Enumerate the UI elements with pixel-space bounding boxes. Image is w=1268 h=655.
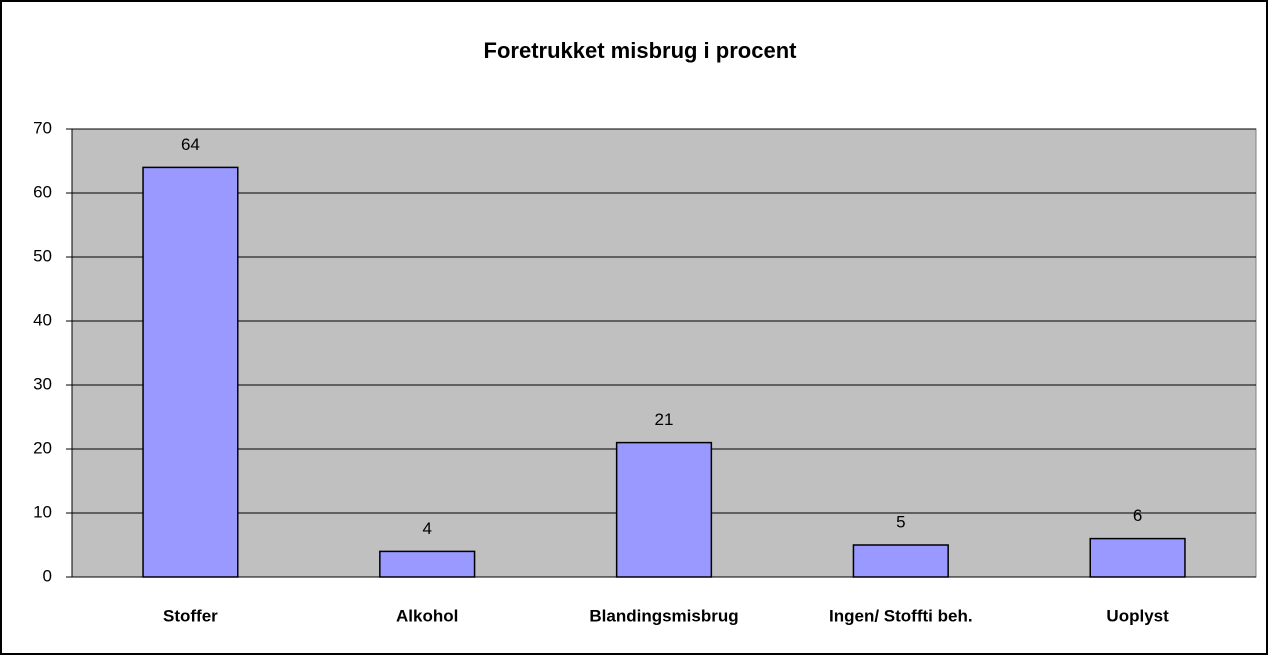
y-tick-label: 60 <box>33 182 52 201</box>
bar <box>379 550 476 578</box>
y-tick-label: 20 <box>33 438 52 457</box>
y-tick-label: 0 <box>43 566 52 585</box>
data-label: 21 <box>655 410 674 429</box>
bar <box>852 544 949 578</box>
y-tick-label: 40 <box>33 310 52 329</box>
y-tick-label: 30 <box>33 374 52 393</box>
y-tick-label: 50 <box>33 246 52 265</box>
data-label: 64 <box>181 135 200 154</box>
y-tick-label: 70 <box>33 118 52 137</box>
bar <box>142 166 239 578</box>
bar <box>1089 537 1186 578</box>
x-tick-label: Stoffer <box>163 606 218 625</box>
x-tick-label: Alkohol <box>396 606 458 625</box>
data-label: 6 <box>1133 506 1142 525</box>
data-label: 4 <box>422 519 431 538</box>
x-tick-label: Blandingsmisbrug <box>589 606 738 625</box>
chart-title: Foretrukket misbrug i procent <box>484 38 798 63</box>
x-tick-label: Uoplyst <box>1106 606 1169 625</box>
bar <box>615 441 713 578</box>
data-label: 5 <box>896 512 905 531</box>
x-tick-label: Ingen/ Stoffti beh. <box>829 606 973 625</box>
y-tick-label: 10 <box>33 502 52 521</box>
